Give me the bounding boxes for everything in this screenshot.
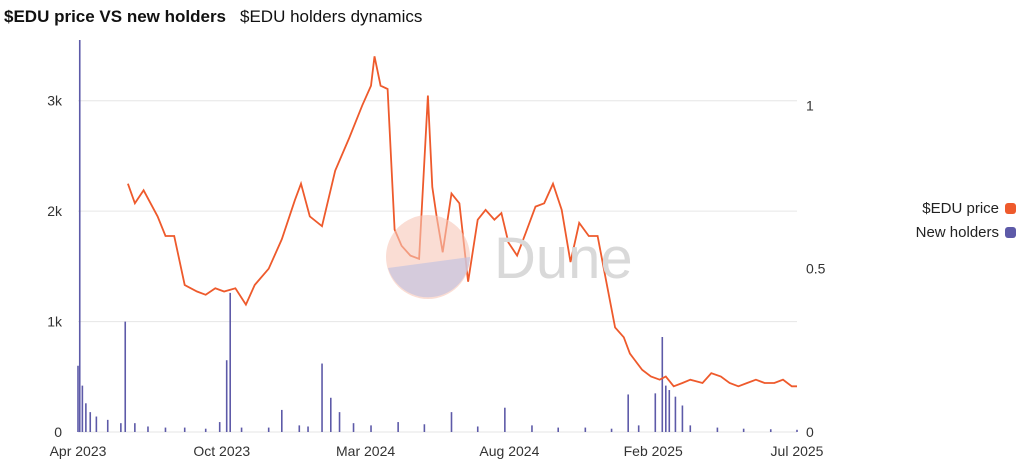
x-tick-label: Oct 2023 [193, 443, 250, 459]
legend-item-holders[interactable]: New holders [880, 220, 1016, 244]
x-tick-label: Jul 2025 [771, 443, 824, 459]
x-tick-label: Feb 2025 [624, 443, 683, 459]
chart-header: $EDU price VS new holders $EDU holders d… [4, 4, 422, 30]
legend-swatch-price [1005, 202, 1016, 214]
legend-swatch-holders [1005, 226, 1016, 238]
left-tick-label: 1k [47, 314, 63, 330]
left-axis-ticks: 0 1k 2k 3k [47, 93, 63, 440]
right-tick-label: 0.5 [806, 261, 826, 277]
x-tick-label: Mar 2024 [336, 443, 395, 459]
price-series-line [127, 56, 797, 388]
right-tick-label: 0 [806, 424, 814, 440]
x-tick-label: Aug 2024 [479, 443, 539, 459]
right-tick-label: 1 [806, 97, 814, 113]
left-tick-label: 2k [47, 203, 63, 219]
grid-lines [78, 100, 797, 433]
x-axis-ticks: Apr 2023 Oct 2023 Mar 2024 Aug 2024 Feb 2025… [50, 443, 824, 459]
chart-title: $EDU price VS new holders [4, 7, 227, 26]
legend-item-price[interactable]: $EDU price [880, 196, 1016, 220]
legend: $EDU price New holders [880, 196, 1016, 244]
tab-holders-dynamics[interactable]: $EDU holders dynamics [240, 7, 423, 26]
right-axis-ticks: 00.51 [806, 97, 826, 440]
left-tick-label: 3k [47, 93, 63, 109]
legend-label-price: $EDU price [922, 199, 999, 217]
new-holders-series [77, 40, 798, 432]
x-tick-label: Apr 2023 [50, 443, 107, 459]
legend-label-holders: New holders [915, 223, 999, 241]
left-tick-label: 0 [54, 424, 62, 440]
